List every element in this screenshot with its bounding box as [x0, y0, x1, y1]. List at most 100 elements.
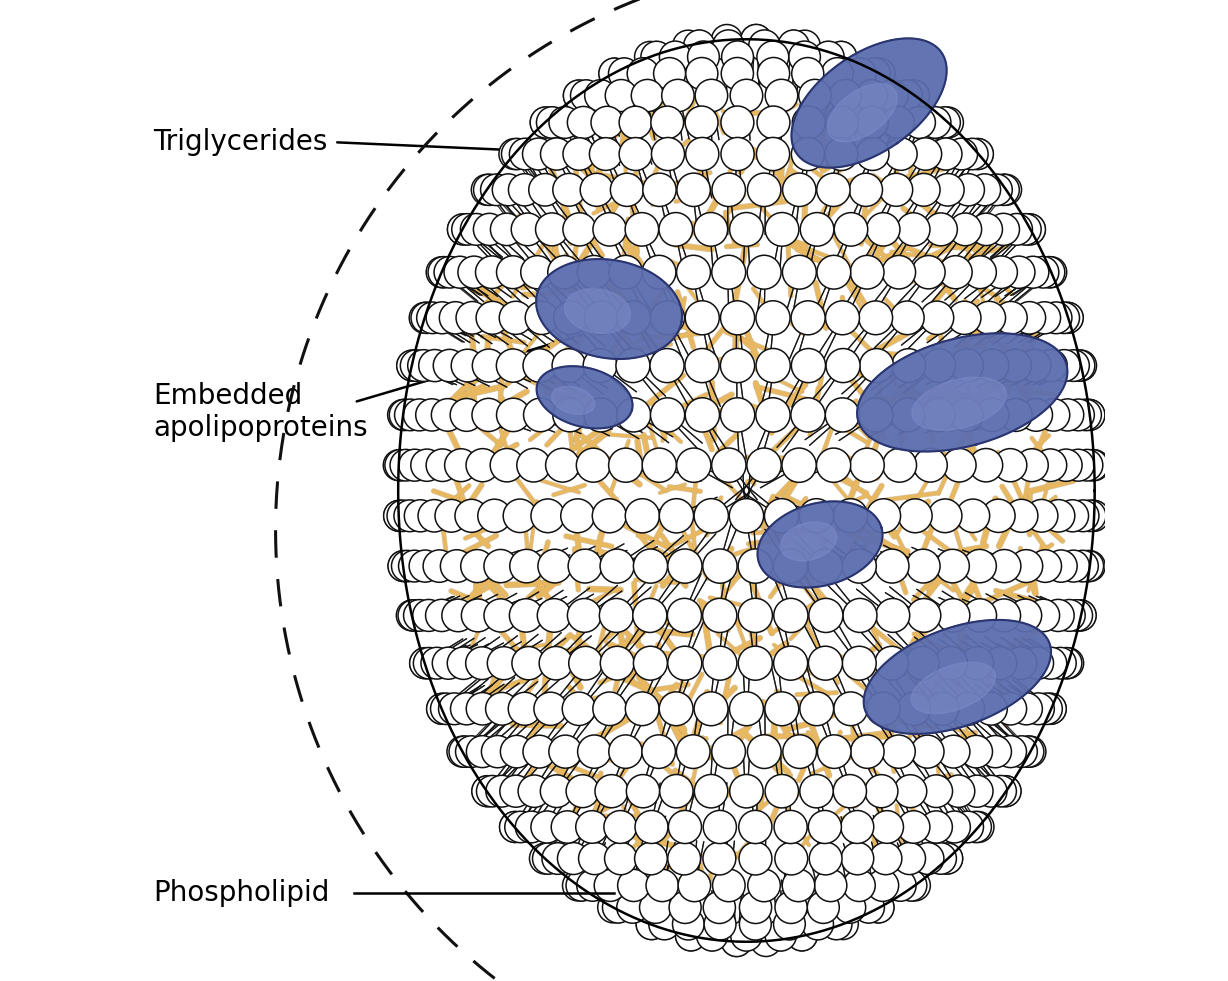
Circle shape — [655, 59, 684, 88]
Circle shape — [817, 174, 850, 206]
Circle shape — [990, 776, 1020, 806]
Circle shape — [696, 80, 726, 110]
Circle shape — [723, 401, 752, 429]
Circle shape — [1068, 500, 1098, 531]
Circle shape — [388, 500, 418, 531]
Circle shape — [596, 775, 628, 807]
Circle shape — [820, 908, 852, 940]
Circle shape — [410, 551, 440, 581]
Circle shape — [834, 213, 868, 246]
Circle shape — [911, 735, 944, 768]
Circle shape — [931, 139, 960, 169]
Circle shape — [825, 398, 860, 432]
Circle shape — [626, 775, 659, 807]
Circle shape — [785, 176, 813, 204]
Circle shape — [383, 449, 414, 481]
Circle shape — [462, 599, 494, 632]
Circle shape — [938, 552, 966, 580]
Circle shape — [550, 108, 580, 137]
Circle shape — [898, 810, 930, 844]
Circle shape — [596, 502, 623, 530]
Circle shape — [892, 79, 922, 111]
Circle shape — [748, 735, 781, 768]
Circle shape — [706, 601, 733, 629]
Circle shape — [985, 256, 1017, 288]
Circle shape — [950, 349, 984, 383]
Circle shape — [1009, 549, 1043, 583]
Circle shape — [834, 892, 866, 923]
Circle shape — [567, 598, 602, 633]
Circle shape — [395, 400, 425, 430]
Circle shape — [768, 215, 796, 243]
Circle shape — [669, 844, 699, 873]
Circle shape — [538, 598, 571, 632]
Circle shape — [721, 925, 753, 956]
Circle shape — [523, 139, 554, 169]
Circle shape — [723, 139, 752, 169]
Circle shape — [392, 550, 422, 582]
Circle shape — [1052, 647, 1083, 679]
Circle shape — [862, 351, 890, 380]
Circle shape — [803, 695, 830, 723]
Circle shape — [739, 810, 772, 844]
Circle shape — [565, 695, 593, 723]
Circle shape — [899, 870, 931, 901]
Circle shape — [451, 349, 484, 382]
Circle shape — [932, 843, 963, 874]
Circle shape — [712, 869, 745, 902]
Circle shape — [990, 776, 1020, 806]
Circle shape — [998, 349, 1032, 382]
Circle shape — [766, 80, 796, 110]
Circle shape — [925, 213, 958, 246]
Circle shape — [609, 448, 642, 483]
Circle shape — [862, 304, 889, 332]
Polygon shape — [857, 334, 1067, 451]
Circle shape — [556, 304, 585, 332]
Circle shape — [405, 501, 435, 531]
Circle shape — [898, 499, 932, 533]
Circle shape — [645, 738, 673, 766]
Circle shape — [715, 258, 743, 286]
Circle shape — [485, 693, 518, 725]
Circle shape — [490, 448, 523, 482]
Circle shape — [414, 647, 445, 679]
Circle shape — [792, 58, 824, 89]
Circle shape — [920, 775, 953, 807]
Circle shape — [813, 41, 844, 72]
Circle shape — [801, 213, 834, 246]
Circle shape — [688, 108, 716, 137]
Circle shape — [604, 843, 637, 875]
Circle shape — [883, 108, 912, 137]
Circle shape — [1027, 501, 1056, 531]
Circle shape — [803, 502, 830, 530]
Circle shape — [819, 176, 847, 204]
Circle shape — [629, 502, 656, 530]
Circle shape — [922, 304, 952, 332]
Circle shape — [860, 348, 894, 383]
Circle shape — [1013, 737, 1044, 767]
Circle shape — [953, 175, 984, 205]
Circle shape — [414, 600, 443, 631]
Circle shape — [818, 735, 851, 768]
Circle shape — [618, 893, 647, 922]
Circle shape — [1062, 399, 1094, 431]
Circle shape — [750, 451, 777, 479]
Circle shape — [937, 735, 970, 768]
Circle shape — [808, 549, 842, 583]
Circle shape — [565, 215, 594, 243]
Circle shape — [860, 58, 890, 89]
Circle shape — [604, 810, 636, 844]
Circle shape — [935, 646, 968, 680]
Circle shape — [979, 736, 1012, 768]
Circle shape — [893, 304, 921, 332]
Circle shape — [884, 258, 912, 286]
Circle shape — [937, 649, 965, 678]
Circle shape — [971, 215, 1001, 244]
Polygon shape — [758, 501, 883, 588]
Circle shape — [605, 812, 635, 842]
Circle shape — [580, 738, 609, 766]
Circle shape — [1016, 736, 1046, 767]
Circle shape — [542, 843, 573, 874]
Circle shape — [858, 301, 893, 335]
Circle shape — [628, 59, 658, 88]
